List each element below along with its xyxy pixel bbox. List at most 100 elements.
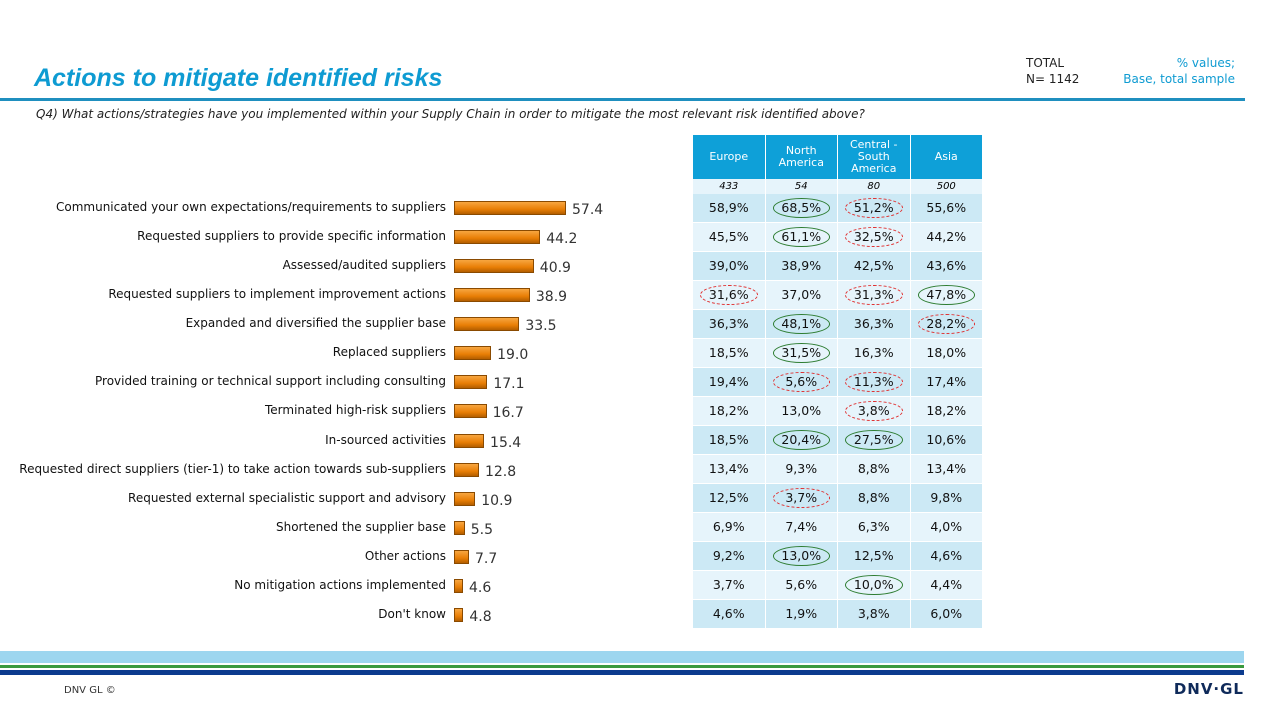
bar (454, 549, 470, 564)
footer-bands (0, 651, 1244, 675)
significantly-higher-circle (772, 343, 830, 363)
significantly-lower-circle (917, 314, 975, 334)
bar-value-label: 16.7 (492, 405, 524, 422)
table-cell: 51,2% (838, 194, 911, 222)
significantly-lower-circle (772, 488, 830, 508)
table-cell: 19,4% (693, 368, 766, 396)
question-text: Q4) What actions/strategies have you imp… (36, 107, 865, 121)
bar (454, 578, 463, 593)
table-cell: 5,6% (766, 368, 838, 396)
table-cell: 8,8% (838, 455, 911, 483)
bar (454, 317, 520, 332)
table-cell: 18,0% (911, 339, 983, 367)
bar-value-label: 44.2 (546, 231, 578, 248)
table-cell: 9,8% (911, 484, 983, 512)
table-cell: 4,6% (911, 542, 983, 570)
significantly-higher-circle (772, 546, 830, 566)
significantly-higher-circle (772, 430, 830, 450)
bar (454, 288, 530, 303)
bar (454, 346, 492, 361)
bar (454, 375, 488, 390)
table-cell: 27,5% (838, 426, 911, 454)
cell-value: 18,5% (708, 345, 749, 360)
cell-value: 37,0% (781, 287, 822, 302)
bar-value-label: 57.4 (572, 202, 604, 218)
table-row: 12,5% 3,7% 8,8% 9,8% (693, 484, 983, 513)
cell-value: 12,5% (708, 490, 749, 505)
note-line1: % values; (1176, 56, 1235, 70)
cell-value: 6,9% (712, 519, 745, 534)
table-cell: 7,4% (766, 513, 838, 541)
cell-value: 5,6% (785, 577, 818, 592)
significantly-higher-circle (917, 285, 975, 305)
category-label: Assessed/audited suppliers (282, 258, 446, 273)
table-cell: 16,3% (838, 339, 911, 367)
table-cell: 61,1% (766, 223, 838, 251)
table-cell: 31,3% (838, 281, 911, 309)
table-row: 58,9% 68,5% 51,2% 55,6% (693, 194, 983, 223)
note-line2: Base, total sample (1123, 72, 1235, 86)
cell-value: 4,4% (930, 577, 963, 592)
table-row: 18,5% 20,4% 27,5% 10,6% (693, 426, 983, 455)
category-label: Expanded and diversified the supplier ba… (185, 316, 446, 331)
table-cell: 4,0% (911, 513, 983, 541)
table-cell: 36,3% (838, 310, 911, 338)
bar-value-label: 4.6 (468, 579, 492, 596)
header-europe: Europe (693, 135, 766, 179)
table-cell: 6,9% (693, 513, 766, 541)
table-cell: 3,7% (693, 571, 766, 599)
cell-value: 6,0% (930, 606, 963, 621)
significantly-lower-circle (772, 372, 830, 392)
cell-value: 1,9% (785, 606, 818, 621)
title-rule (0, 98, 1245, 101)
table-cell: 10,6% (911, 426, 983, 454)
values-note: % values; Base, total sample (1123, 55, 1235, 87)
table-cell: 43,6% (911, 252, 983, 280)
category-label: Communicated your own expectations/requi… (56, 200, 446, 214)
bar-value-label: 38.9 (535, 289, 568, 306)
cell-value: 8,8% (857, 461, 890, 476)
cell-value: 36,3% (708, 316, 749, 331)
table-cell: 32,5% (838, 223, 911, 251)
significantly-higher-circle (772, 314, 830, 334)
base-cell: 54 (766, 179, 838, 194)
cell-value: 55,6% (926, 200, 967, 215)
bar-value-label: 12.8 (484, 463, 517, 480)
category-label: Requested external specialistic support … (128, 490, 446, 505)
copyright: DNV GL © (64, 685, 116, 696)
table-cell: 13,0% (766, 542, 838, 570)
base-cell: 433 (693, 179, 766, 194)
table-cell: 31,6% (693, 281, 766, 309)
bar-value-label: 15.4 (490, 434, 522, 451)
table-cell: 68,5% (766, 194, 838, 222)
category-label: Provided training or technical support i… (95, 374, 446, 389)
table-row: 31,6% 37,0% 31,3% 47,8% (693, 281, 983, 310)
cell-value: 18,5% (708, 432, 749, 447)
table-cell: 6,0% (911, 600, 983, 628)
table-row: 19,4% 5,6% 11,3% 17,4% (693, 368, 983, 397)
cell-value: 13,0% (781, 403, 822, 418)
cell-value: 4,6% (930, 548, 963, 563)
table-row: 6,9% 7,4% 6,3% 4,0% (693, 513, 983, 542)
table-cell: 13,4% (693, 455, 766, 483)
total-label: TOTAL (1026, 56, 1065, 70)
header-central-south-america: Central - South America (838, 135, 911, 179)
base-cell: 500 (911, 179, 983, 194)
bar-value-label: 4.8 (469, 608, 492, 625)
table-row: 39,0% 38,9% 42,5% 43,6% (693, 252, 983, 281)
table-cell: 9,2% (693, 542, 766, 570)
cell-value: 6,3% (857, 519, 890, 534)
category-label: Other actions (364, 548, 446, 563)
table-cell: 18,2% (693, 397, 766, 425)
table-cell: 3,7% (766, 484, 838, 512)
table-header: Europe North America Central - South Ame… (693, 135, 983, 179)
cell-value: 13,4% (708, 461, 749, 476)
table-cell: 39,0% (693, 252, 766, 280)
cell-value: 13,4% (926, 461, 967, 476)
cell-value: 8,8% (857, 490, 890, 505)
table-cell: 4,6% (693, 600, 766, 628)
cell-value: 17,4% (926, 374, 967, 389)
bar (454, 607, 464, 622)
cell-value: 4,0% (930, 519, 963, 534)
bar (454, 259, 534, 274)
